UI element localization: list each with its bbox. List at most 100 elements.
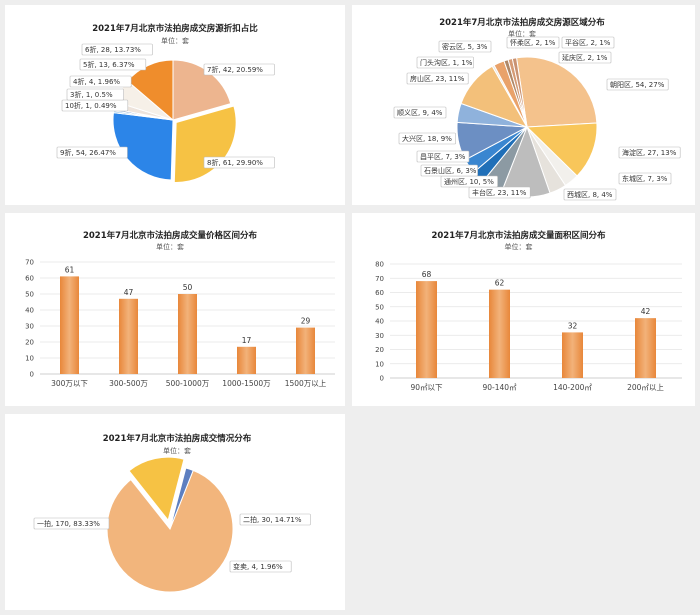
data-label: 大兴区, 18, 9%	[402, 134, 452, 143]
chart-subtitle: 单位：套	[161, 36, 189, 45]
y-tick-label: 50	[375, 303, 384, 311]
bar-value-label: 17	[242, 336, 252, 345]
data-label-box	[416, 56, 474, 69]
x-tick-label: 200㎡以上	[627, 383, 664, 392]
data-label-box	[203, 156, 275, 169]
data-label-box	[406, 72, 469, 85]
data-label-box	[558, 51, 612, 64]
data-label: 顺义区, 9, 4%	[397, 109, 443, 117]
area-bar-panel: 2021年7月北京市法拍房成交量面积区间分布 单位：套 0 10 20 30 40 50 60 7…	[352, 213, 695, 406]
chart-title: 2021年7月北京市法拍房成交房源区域分布	[439, 17, 605, 28]
data-label-box	[618, 146, 681, 159]
bar	[178, 294, 197, 374]
bar	[237, 346, 256, 374]
bar	[296, 327, 315, 374]
x-tick-label: 300-500万	[109, 379, 148, 388]
bar-value-label: 50	[183, 283, 193, 292]
data-label: 通州区, 10, 5%	[444, 177, 494, 186]
chart-subtitle: 单位：套	[508, 29, 536, 38]
data-label-box	[416, 150, 470, 163]
data-label-box	[203, 63, 275, 76]
x-tick-label: 500-1000万	[166, 379, 210, 388]
data-label-box	[56, 146, 128, 159]
pie-slice	[169, 467, 194, 530]
x-tick-label: 90-140㎡	[482, 383, 517, 392]
data-label: 9折, 54, 26.47%	[60, 148, 116, 157]
data-label: 平谷区, 2, 1%	[565, 38, 611, 47]
bar-value-label: 61	[65, 265, 75, 274]
x-tick-label: 1000-1500万	[222, 379, 271, 388]
y-tick-label: 0	[380, 375, 384, 383]
y-tick-label: 50	[25, 291, 34, 299]
bar-value-label: 62	[495, 279, 505, 288]
chart-subtitle: 单位：套	[163, 446, 191, 455]
data-label-box	[506, 36, 560, 49]
data-label: 8折, 61, 29.90%	[207, 158, 263, 167]
data-label: 4折, 4, 1.96%	[73, 77, 120, 86]
data-label: 朝阳区, 54, 27%	[610, 80, 665, 89]
pie-slice	[112, 112, 174, 181]
data-label: 昌平区, 7, 3%	[420, 153, 466, 161]
x-tick-label: 140-200㎡	[553, 383, 592, 392]
x-tick-label: 1500万以上	[285, 379, 327, 388]
bar	[635, 318, 656, 378]
chart-title: 2021年7月北京市法拍房成交量价格区间分布	[83, 230, 258, 241]
pie-slices	[106, 456, 234, 593]
data-label: 石景山区, 6, 3%	[424, 166, 477, 175]
slice-group	[128, 456, 185, 522]
data-label: 变卖, 4, 1.96%	[233, 562, 283, 571]
data-label-box	[561, 36, 615, 49]
data-label: 6折, 28, 13.73%	[85, 45, 141, 54]
chart-subtitle: 单位：套	[156, 242, 184, 251]
pie-slice	[128, 456, 185, 522]
data-label: 3折, 1, 0.5%	[70, 90, 113, 99]
y-tick-label: 60	[25, 275, 34, 283]
bar-value-label: 29	[301, 317, 311, 326]
bar-value-label: 47	[124, 288, 134, 297]
data-label-box	[393, 106, 447, 119]
y-tick-label: 30	[25, 323, 34, 331]
pie-slice	[511, 57, 528, 128]
y-tick-label: 10	[375, 360, 384, 368]
data-label: 门头沟区, 1, 1%	[420, 58, 473, 67]
y-tick-label: 70	[375, 275, 384, 283]
pie-slice	[515, 56, 598, 128]
chart-title: 2021年7月北京市法拍房成交房源折扣占比	[92, 23, 258, 34]
bar-value-label: 68	[422, 270, 432, 279]
data-label-box	[606, 78, 669, 91]
y-tick-label: 70	[25, 259, 34, 267]
data-label-box	[79, 58, 147, 71]
data-label: 怀柔区, 2, 1%	[510, 38, 556, 47]
data-label-box	[239, 513, 311, 526]
data-label: 一拍, 170, 83.33%	[37, 519, 100, 528]
y-tick-label: 10	[25, 355, 34, 363]
y-tick-label: 80	[375, 261, 384, 269]
y-tick-label: 30	[375, 332, 384, 340]
data-label: 二拍, 30, 14.71%	[243, 515, 302, 524]
x-tick-label: 90㎡以下	[410, 383, 443, 392]
pie-slice	[525, 122, 598, 177]
data-label: 海淀区, 27, 13%	[622, 148, 677, 157]
pie-slices	[456, 56, 598, 198]
y-tick-label: 20	[375, 346, 384, 354]
data-label: 7折, 42, 20.59%	[207, 65, 263, 74]
chart-subtitle: 单位：套	[505, 242, 533, 251]
bar-value-label: 42	[641, 307, 651, 316]
district-pie-panel: 2021年7月北京市法拍房成交房源区域分布 单位：套朝阳区, 54, 27% 海淀区…	[352, 5, 695, 205]
data-label-box	[438, 40, 492, 53]
bar	[489, 289, 510, 378]
y-tick-label: 20	[25, 339, 34, 347]
bar	[60, 276, 79, 374]
data-label-box	[33, 517, 110, 530]
y-tick-label: 60	[375, 289, 384, 297]
bar	[416, 281, 437, 378]
data-label-box	[66, 88, 124, 101]
data-label: 延庆区, 2, 1%	[562, 53, 608, 62]
data-label-box	[618, 172, 672, 185]
discount-pie-panel: 2021年7月北京市法拍房成交房源折扣占比 单位：套 7折, 42, 20.59% 8…	[5, 5, 345, 205]
data-label: 房山区, 23, 11%	[410, 74, 465, 83]
